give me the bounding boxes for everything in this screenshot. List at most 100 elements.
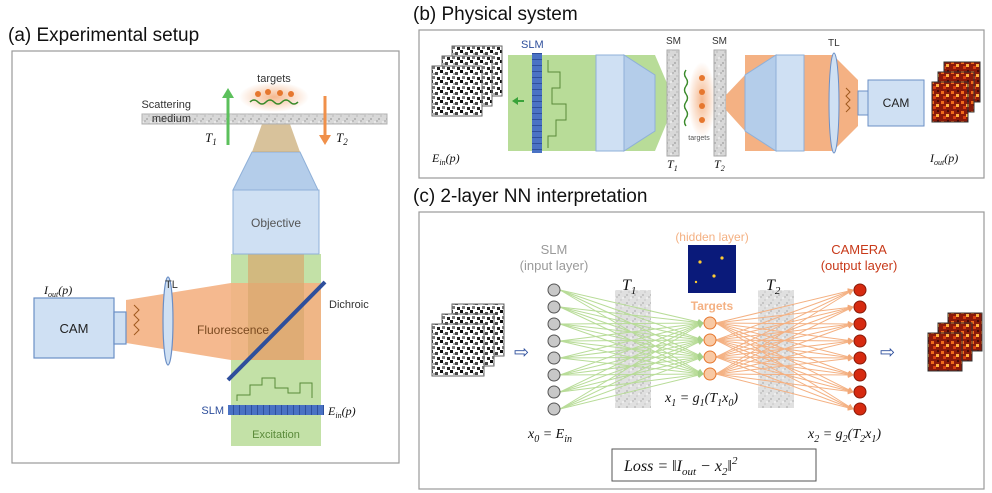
cam-label-b: CAM bbox=[883, 96, 910, 110]
hidden-node bbox=[703, 350, 717, 364]
panel-a-title: (a) Experimental setup bbox=[8, 25, 200, 46]
scattering-label-1: Scattering bbox=[141, 99, 191, 111]
output-node bbox=[853, 402, 867, 416]
output-node bbox=[853, 300, 867, 314]
x1-equation: x1 = g1(T1x0) bbox=[664, 391, 738, 409]
output-node bbox=[853, 351, 867, 365]
connection-edge bbox=[715, 373, 854, 395]
connection-edge bbox=[559, 321, 704, 359]
input-layer-label: (input layer) bbox=[520, 258, 589, 273]
loss-equation: Loss = ‖Iout − x2‖2 bbox=[623, 455, 738, 478]
panel-c-title: (c) 2-layer NN interpretation bbox=[413, 186, 648, 207]
hidden-node bbox=[703, 333, 717, 347]
slm-label-c: SLM bbox=[541, 242, 568, 257]
target-dot-b bbox=[699, 117, 705, 123]
cam-label-a: CAM bbox=[60, 321, 89, 336]
ein-label-a: Ein(p) bbox=[327, 404, 356, 420]
slm-b bbox=[532, 53, 542, 153]
sm1-label: SM bbox=[666, 36, 681, 47]
iout-label-a: Iout(p) bbox=[43, 283, 72, 299]
input-node bbox=[547, 300, 561, 314]
scattering-medium bbox=[141, 113, 388, 125]
connection-edge bbox=[559, 355, 704, 410]
connection-edge bbox=[559, 322, 704, 410]
slm-a bbox=[228, 405, 324, 415]
target-dot bbox=[265, 89, 271, 95]
tl-label-b: TL bbox=[828, 38, 840, 49]
scattering-label-2: medium bbox=[152, 113, 191, 125]
hidden-output-connections bbox=[715, 288, 854, 411]
camera-a bbox=[33, 297, 115, 359]
slm-label-b: SLM bbox=[521, 39, 544, 51]
loss-box bbox=[611, 448, 817, 482]
input-node bbox=[547, 334, 561, 348]
hidden-layer-label: (hidden layer) bbox=[675, 230, 748, 244]
target-dot bbox=[255, 91, 261, 97]
scattering-medium-b-2 bbox=[713, 49, 727, 157]
output-node bbox=[853, 283, 867, 297]
objective-body bbox=[232, 189, 320, 255]
sm2-label: SM bbox=[712, 36, 727, 47]
objective-b-1 bbox=[595, 54, 625, 152]
t1-label-b: T1 bbox=[667, 157, 678, 173]
connection-edge bbox=[559, 339, 704, 410]
target-dot bbox=[277, 90, 283, 96]
panel-b-frame bbox=[418, 29, 985, 179]
connection-edge bbox=[715, 289, 854, 375]
dichroic-label: Dichroic bbox=[329, 299, 369, 311]
hidden-node bbox=[703, 316, 717, 330]
objective-top bbox=[232, 151, 319, 191]
input-node bbox=[547, 283, 561, 297]
connection-edge bbox=[559, 289, 704, 325]
iout-label-b: Iout(p) bbox=[929, 151, 958, 167]
connection-edge bbox=[715, 306, 854, 375]
hidden-layer-image bbox=[688, 245, 736, 293]
input-layer-nodes bbox=[547, 283, 561, 416]
t1-label-c: T1 bbox=[622, 277, 636, 297]
output-node bbox=[853, 385, 867, 399]
output-node bbox=[853, 317, 867, 331]
input-hidden-connections bbox=[559, 289, 704, 410]
target-dot bbox=[288, 91, 294, 97]
connection-edge bbox=[559, 320, 704, 342]
fluorescence-label: Fluorescence bbox=[197, 323, 269, 337]
connection-edge bbox=[715, 288, 854, 324]
ein-label-b: Ein(p) bbox=[431, 151, 460, 167]
t1-label-a: T1 bbox=[205, 130, 217, 147]
connection-edge bbox=[559, 321, 704, 376]
input-node bbox=[547, 317, 561, 331]
connection-edge bbox=[715, 371, 854, 378]
output-layer-nodes bbox=[853, 283, 867, 416]
target-dot-b bbox=[699, 89, 705, 95]
tube-lens-b bbox=[828, 52, 840, 154]
panel-c: ⇨ T1 T2 SLM (input layer) (hidden layer)… bbox=[418, 211, 985, 490]
output-arrow-icon: ⇨ bbox=[880, 342, 895, 362]
t2-label-c: T2 bbox=[766, 277, 781, 297]
connection-edge bbox=[559, 320, 704, 327]
targets-label: targets bbox=[257, 73, 291, 85]
hidden-node bbox=[703, 367, 717, 381]
tl-label-a: TL bbox=[165, 279, 178, 291]
target-dot-b bbox=[699, 75, 705, 81]
excitation-label: Excitation bbox=[252, 429, 300, 441]
input-node bbox=[547, 368, 561, 382]
input-node bbox=[547, 385, 561, 399]
input-arrow-icon: ⇨ bbox=[514, 342, 529, 362]
t2-label-a: T2 bbox=[336, 130, 348, 147]
scattering-medium-b-1 bbox=[666, 49, 680, 157]
target-dot-b bbox=[699, 103, 705, 109]
output-node bbox=[853, 368, 867, 382]
connection-edge bbox=[559, 306, 704, 326]
connection-edge bbox=[559, 372, 704, 410]
connection-edge bbox=[559, 322, 704, 393]
x2-equation: x2 = g2(T2x1) bbox=[807, 427, 881, 445]
panel-a-frame bbox=[11, 50, 400, 464]
output-node bbox=[853, 334, 867, 348]
tube-lens-a bbox=[162, 276, 174, 366]
panel-b: Ein(p) SLM SM T1 targets SM T2 bbox=[418, 29, 985, 179]
dichroic-mirror bbox=[226, 280, 327, 382]
targets-glow bbox=[239, 82, 309, 112]
connection-edge bbox=[715, 322, 854, 375]
slm-label-a: SLM bbox=[201, 405, 224, 417]
